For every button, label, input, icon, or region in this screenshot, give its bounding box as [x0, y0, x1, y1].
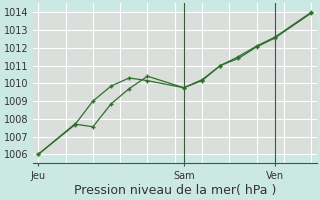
Bar [33, 101, 316, 119]
Bar [33, 66, 316, 83]
Bar [33, 48, 316, 66]
Bar [33, 30, 316, 48]
Bar [33, 83, 316, 101]
X-axis label: Pression niveau de la mer( hPa ): Pression niveau de la mer( hPa ) [74, 184, 276, 197]
Bar [33, 119, 316, 137]
Bar [33, 12, 316, 30]
Bar [33, 137, 316, 154]
